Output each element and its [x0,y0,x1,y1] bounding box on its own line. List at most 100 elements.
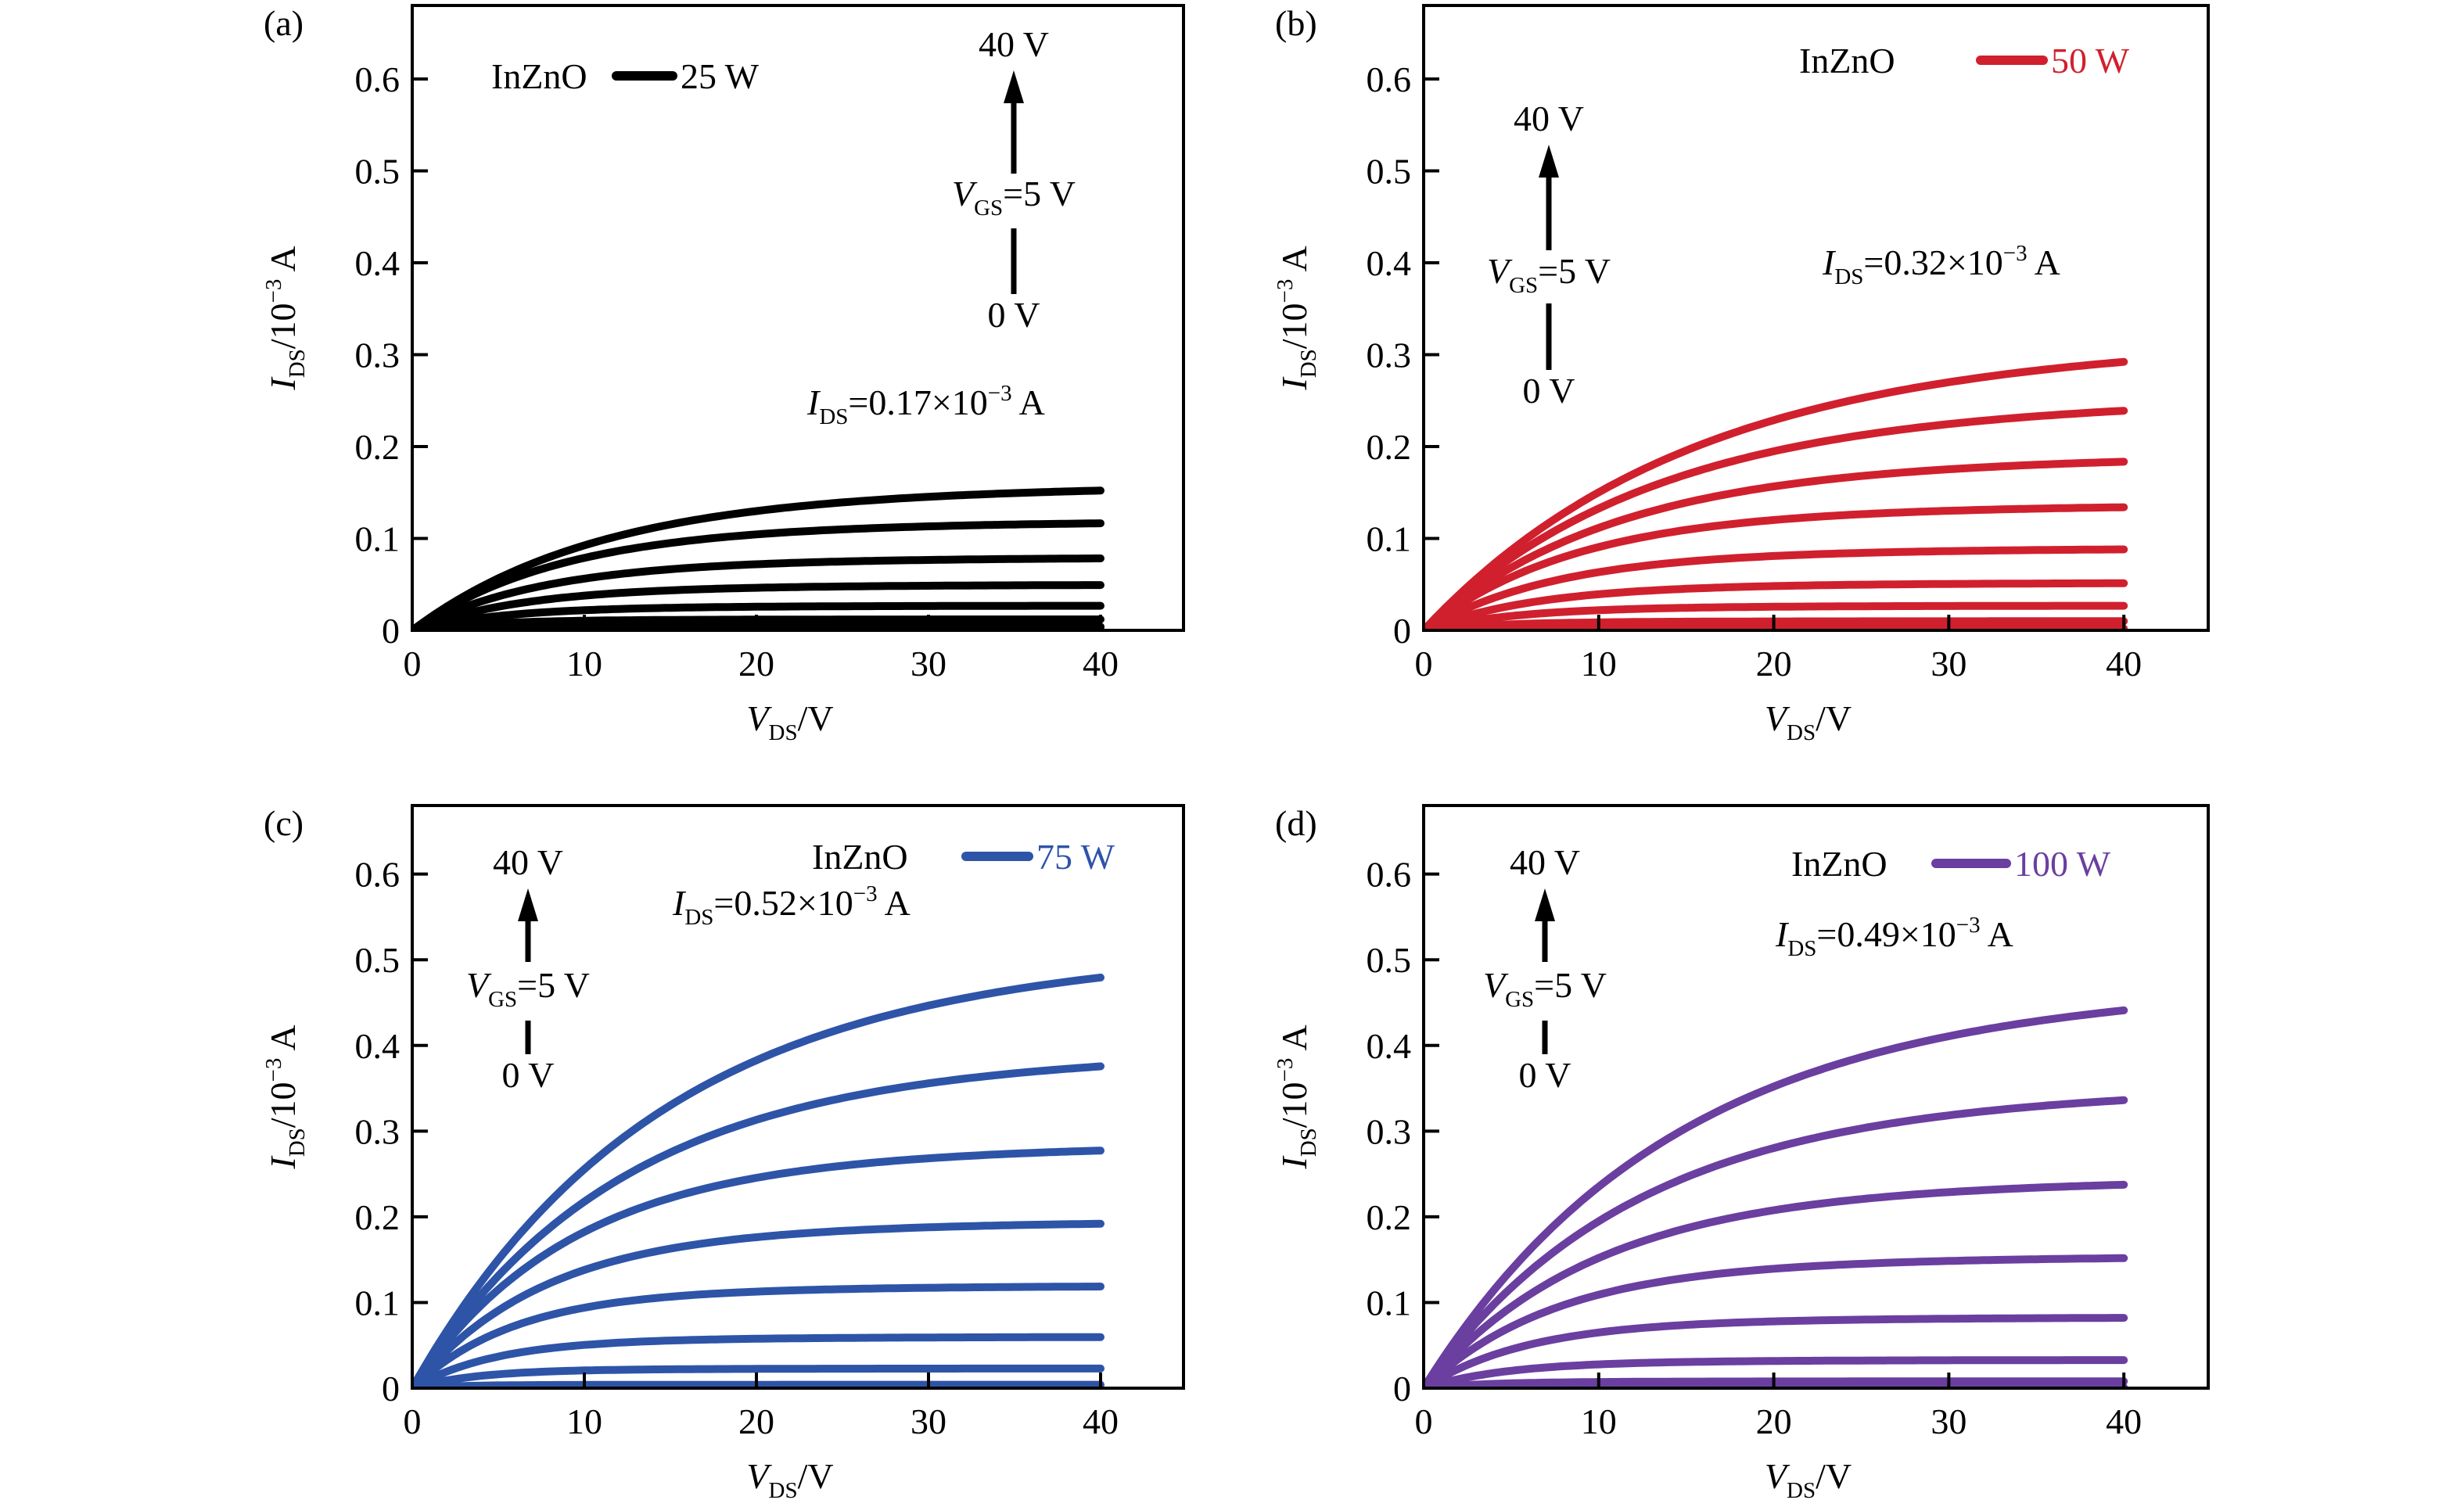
y-tick-label: 0.1 [355,519,400,559]
y-tick-label: 0.5 [355,940,400,980]
series-line-vgs-5 [1424,579,2128,630]
legend-label: 25 W [681,56,760,96]
legend-material: InZnO [1791,844,1888,884]
chart-panel-b: (b) 0 0.1 0.2 0.3 0.4 0.5 0.6 0 10 20 30 40 VDS/V IDS/… [1273,3,2210,745]
chart-panel-a: (a) 0 0.1 0.2 0.3 0.4 0.5 0.6 0 10 20 30 40 VDS/V IDS/… [261,3,1185,745]
series-line-vgs-0 [1424,1006,2128,1388]
x-tick-label: 40 [2106,644,2142,684]
ids-annotation: IDS=0.32×10−3 A [1822,241,2060,289]
x-axis-label: VDS/V [746,1456,833,1500]
x-tick-label: 40 [1083,644,1119,684]
y-tick-label: 0.3 [1367,1111,1412,1151]
arrow-head [1004,70,1024,103]
series-line-vgs-4 [1424,1314,2128,1388]
x-tick-label: 0 [404,644,422,684]
series-line-vgs-3 [412,581,1104,630]
series-line-vgs-6 [412,1364,1104,1388]
series-line-vgs-4 [1424,545,2128,630]
series-group [412,973,1104,1388]
x-tick-label: 30 [911,1401,946,1441]
arrow-bottom-label: 0 V [988,295,1040,335]
y-tick-label: 0.2 [1367,1197,1412,1237]
x-tick-label: 30 [911,644,946,684]
x-tick-label: 10 [566,644,602,684]
y-tick-label: 0.2 [355,1197,400,1237]
arrow-head [1535,888,1555,921]
x-axis-label: VDS/V [746,698,833,745]
legend: InZnO 75 W [812,837,1115,877]
series-line-vgs-1 [412,1062,1104,1388]
series-line-vgs-2 [412,554,1104,630]
legend-material: InZnO [812,837,908,877]
series-line-vgs-6 [1424,601,2128,630]
y-tick-label: 0.5 [1367,152,1412,192]
y-tick-label: 0 [382,611,400,651]
ids-annotation: IDS=0.49×10−3 A [1775,913,2013,961]
x-tick-label: 10 [566,1401,602,1441]
y-tick-label: 0.4 [355,243,400,283]
series-line-vgs-3 [1424,1254,2128,1388]
series-line-vgs-0 [412,973,1104,1388]
x-tick-label: 0 [1415,644,1433,684]
y-tick-label: 0 [1393,1369,1411,1408]
arrow-top-label: 40 V [1510,842,1580,882]
legend-label: 75 W [1036,837,1115,877]
arrow-head [518,888,538,921]
y-tick-label: 0.5 [1367,940,1412,980]
y-tick-label: 0.4 [355,1026,400,1066]
legend: InZnO 50 W [1799,41,2130,81]
panel-label: (a) [264,3,304,43]
ids-annotation: IDS=0.52×10−3 A [672,881,911,930]
series-line-vgs-1 [1424,1096,2128,1388]
x-tick-label: 20 [1756,1401,1792,1441]
vgs-arrow-annotation: 40 V VGS=5 V 0 V [952,24,1076,335]
y-tick-label: 0 [1393,611,1411,651]
y-axis-label: IDS/10−3 A [261,1025,310,1169]
series-line-vgs-4 [412,1283,1104,1388]
y-tick-label: 0.6 [355,855,400,895]
arrow-top-label: 40 V [493,842,563,882]
legend: InZnO 100 W [1791,844,2111,884]
panel-label: (d) [1275,803,1317,843]
y-tick-label: 0.4 [1367,1026,1412,1066]
y-axis-label: IDS/10−3 A [1273,1025,1321,1169]
y-tick-label: 0.6 [1367,855,1412,895]
y-axis-label: IDS/10−3 A [1273,246,1321,390]
series-group [412,486,1104,630]
x-tick-label: 40 [2106,1401,2142,1441]
series-line-vgs-4 [412,601,1104,630]
series-line-vgs-0 [1424,357,2128,630]
x-axis-label: VDS/V [1765,698,1852,745]
arrow-head [1539,145,1559,178]
legend: InZnO 25 W [491,56,760,96]
y-tick-label: 0.1 [1367,1283,1412,1322]
chart-panel-c: (c) 0 0.1 0.2 0.3 0.4 0.5 0.6 0 10 20 30 40 VDS/V IDS/… [261,803,1185,1500]
y-tick-label: 0.1 [355,1283,400,1322]
plot-frame [411,4,1185,632]
x-tick-label: 40 [1083,1401,1119,1441]
vgs-arrow-annotation: 40 V VGS=5 V 0 V [466,842,590,1095]
arrow-mid-label: VGS=5 V [1487,251,1611,298]
arrow-bottom-label: 0 V [502,1055,555,1095]
series-line-vgs-2 [412,1147,1104,1388]
arrow-mid-label: VGS=5 V [1483,965,1607,1012]
legend-label: 100 W [2014,844,2111,884]
x-tick-label: 0 [404,1401,422,1441]
plot-frame [411,804,1185,1390]
x-axis-label: VDS/V [1765,1456,1852,1500]
y-tick-label: 0 [382,1369,400,1408]
series-line-vgs-5 [412,1333,1104,1388]
panel-label: (c) [264,803,304,843]
vgs-arrow-annotation: 40 V VGS=5 V 0 V [1487,99,1611,411]
x-tick-label: 0 [1415,1401,1433,1441]
x-tick-label: 20 [738,644,774,684]
panel-label: (b) [1275,3,1317,43]
x-tick-label: 30 [1931,644,1967,684]
y-tick-label: 0.6 [355,59,400,99]
chart-panel-d: (d) 0 0.1 0.2 0.3 0.4 0.5 0.6 0 10 20 30 40 VDS/V IDS/… [1273,803,2210,1500]
arrow-bottom-label: 0 V [1519,1055,1571,1095]
series-line-vgs-1 [1424,407,2128,630]
x-tick-label: 30 [1931,1401,1967,1441]
series-line-vgs-2 [1424,1180,2128,1388]
y-tick-label: 0.3 [1367,336,1412,375]
